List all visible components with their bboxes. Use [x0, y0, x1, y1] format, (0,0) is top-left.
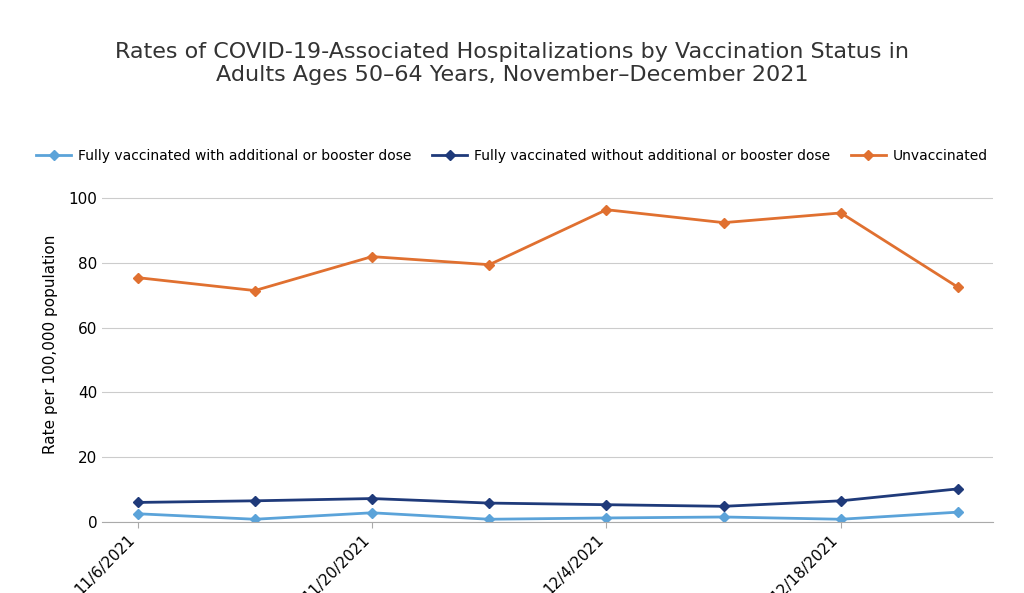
- Line: Fully vaccinated with additional or booster dose: Fully vaccinated with additional or boos…: [134, 509, 962, 522]
- Unvaccinated: [835, 209, 847, 216]
- Line: Unvaccinated: Unvaccinated: [134, 206, 962, 294]
- Unvaccinated: [366, 253, 378, 260]
- Unvaccinated: [249, 287, 261, 294]
- Unvaccinated: [600, 206, 612, 213]
- Fully vaccinated without additional or booster dose: [483, 499, 496, 506]
- Fully vaccinated without additional or booster dose: [249, 498, 261, 505]
- Unvaccinated: [131, 274, 143, 281]
- Line: Fully vaccinated without additional or booster dose: Fully vaccinated without additional or b…: [134, 486, 962, 510]
- Legend: Fully vaccinated with additional or booster dose, Fully vaccinated without addit: Fully vaccinated with additional or boos…: [31, 144, 993, 168]
- Fully vaccinated with additional or booster dose: [366, 509, 378, 517]
- Fully vaccinated without additional or booster dose: [366, 495, 378, 502]
- Fully vaccinated without additional or booster dose: [131, 499, 143, 506]
- Fully vaccinated without additional or booster dose: [952, 485, 965, 492]
- Y-axis label: Rate per 100,000 population: Rate per 100,000 population: [43, 234, 57, 454]
- Fully vaccinated without additional or booster dose: [600, 501, 612, 508]
- Fully vaccinated with additional or booster dose: [131, 510, 143, 517]
- Fully vaccinated with additional or booster dose: [249, 516, 261, 523]
- Unvaccinated: [952, 284, 965, 291]
- Fully vaccinated with additional or booster dose: [483, 516, 496, 523]
- Unvaccinated: [483, 261, 496, 268]
- Fully vaccinated with additional or booster dose: [718, 514, 730, 521]
- Unvaccinated: [718, 219, 730, 226]
- Fully vaccinated without additional or booster dose: [718, 503, 730, 510]
- Fully vaccinated with additional or booster dose: [835, 516, 847, 523]
- Fully vaccinated with additional or booster dose: [952, 509, 965, 516]
- Fully vaccinated with additional or booster dose: [600, 514, 612, 521]
- Text: Rates of COVID-19-Associated Hospitalizations by Vaccination Status in
Adults Ag: Rates of COVID-19-Associated Hospitaliza…: [115, 42, 909, 85]
- Fully vaccinated without additional or booster dose: [835, 498, 847, 505]
